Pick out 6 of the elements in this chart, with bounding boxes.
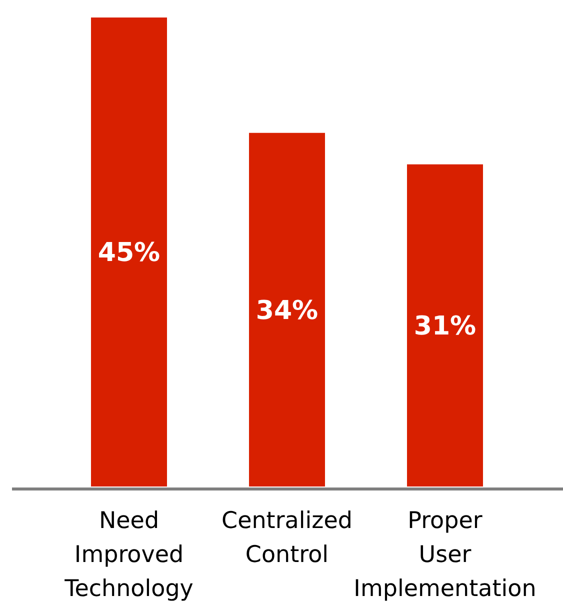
- data-label: 45%: [98, 238, 160, 268]
- x-tick-label: Proper User Implementation: [354, 508, 536, 602]
- x-tick-label: Centralized Control: [222, 508, 352, 568]
- data-label: 34%: [256, 296, 318, 326]
- data-label: 31%: [414, 312, 476, 342]
- x-tick-label: Need Improved Technology: [64, 508, 194, 602]
